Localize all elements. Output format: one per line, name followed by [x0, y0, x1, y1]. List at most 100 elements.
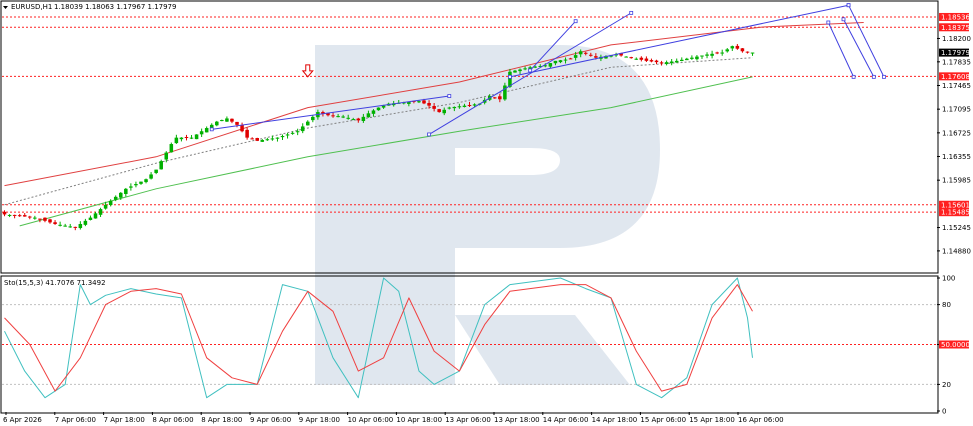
candle-bull [209, 124, 214, 129]
candle-bull [204, 128, 209, 133]
price-tick-label: 1.17465 [942, 82, 971, 90]
candle-bull [300, 126, 305, 132]
price-tick-label: 1.15985 [942, 177, 971, 185]
trend-anchor [573, 19, 578, 24]
candle-bear [245, 129, 249, 138]
candle-bear [73, 226, 78, 228]
candle-bear [17, 215, 22, 217]
price-tag-text: 1.18536 [941, 13, 970, 21]
candle-bear [2, 211, 7, 215]
candle-bull [179, 137, 184, 140]
time-label: 13 Apr 18:00 [494, 416, 540, 424]
candle-bull [58, 224, 62, 226]
osc-level-tag: 50.0000 [939, 340, 970, 349]
axis-layer: 1.18200 1.17835 1.17465 1.17095 1.16725 1.163… [3, 12, 971, 424]
candle-bear [735, 45, 740, 49]
collapse-arrow-icon[interactable] [3, 6, 8, 9]
candle-bear [639, 57, 644, 60]
symbol-label: EURUSD,H1 [11, 3, 52, 11]
candle-bull [88, 217, 93, 220]
time-label: 15 Apr 06:00 [640, 416, 686, 424]
candle-bull [503, 85, 507, 100]
candle-bull [528, 67, 532, 70]
oscillator-label: Sto(15,5,3) 41.7076 71.3492 [4, 279, 106, 287]
candle-bull [139, 181, 143, 184]
osc-tag-text: 50.0000 [941, 341, 970, 349]
watermark-logo [315, 45, 660, 385]
candle-bull [381, 105, 386, 108]
price-tag-bg [939, 200, 969, 209]
price-tag-bg [939, 23, 969, 32]
trend-line [529, 20, 577, 71]
forecast-anchor [871, 74, 876, 79]
candle-bull [98, 209, 103, 215]
candle-bear [12, 214, 17, 216]
forecast-line [848, 4, 885, 78]
price-tag-bg [939, 12, 969, 21]
forecast-anchor [841, 17, 846, 22]
candle-bull [93, 213, 98, 219]
candle-bull [407, 102, 411, 104]
candle-bull [199, 131, 204, 135]
candle-bull [578, 51, 583, 55]
price-tag-bg [939, 48, 969, 57]
candle-bear [493, 97, 497, 99]
candle-bear [28, 216, 32, 218]
candle-bull [225, 118, 229, 122]
candle-bear [255, 138, 259, 141]
candle-bear [498, 96, 502, 100]
candle-bear [568, 58, 573, 60]
candle-bull [33, 217, 37, 219]
price-tick-label: 1.18200 [942, 35, 971, 43]
candle-bear [326, 112, 330, 116]
candle-bear [629, 57, 633, 59]
candle-bull [295, 131, 300, 133]
candle-bull [280, 136, 285, 138]
candle-bull [144, 179, 148, 183]
forecast-line [827, 22, 855, 78]
ma-slow-line [4, 22, 864, 187]
level-tag: 1.17608 [939, 72, 970, 81]
candle-bull [523, 68, 527, 70]
watermark-leg [455, 315, 630, 385]
candle-bull [720, 52, 724, 54]
candle-bear [53, 222, 57, 225]
time-label: 8 Apr 18:00 [201, 416, 242, 424]
candle-bull [543, 65, 548, 67]
candle-bull [311, 116, 315, 121]
candle-bull [548, 63, 553, 67]
candle-bull [700, 55, 704, 57]
candle-bull [462, 105, 467, 108]
osc-tick-label: 0 [942, 408, 946, 416]
trend-anchor [209, 127, 214, 132]
candle-bear [321, 112, 325, 114]
candle-bear [594, 56, 598, 58]
candle-bull [265, 139, 270, 141]
candle-bull [68, 226, 72, 228]
price-tick-label: 1.14880 [942, 247, 971, 255]
price-tick-label: 1.16725 [942, 129, 971, 137]
candle-bull [336, 116, 340, 118]
candle-bull [124, 188, 128, 195]
candle-bear [659, 62, 664, 64]
candle-bull [604, 56, 608, 59]
candle-bull [220, 120, 224, 122]
candle-bull [452, 106, 457, 109]
candle-bull [533, 66, 537, 68]
ma-fast-line [19, 76, 753, 227]
candle-bull [674, 60, 679, 63]
time-label: 9 Apr 06:00 [250, 416, 291, 424]
price-tick-label: 1.17095 [942, 106, 971, 114]
level-tag: 1.15485 [939, 208, 970, 217]
time-label: 16 Apr 06:00 [738, 416, 784, 424]
candle-bull [351, 119, 356, 121]
candle-bull [366, 113, 371, 118]
candle-bull [614, 54, 618, 56]
candle-bull [457, 106, 462, 108]
candle-bull [695, 56, 699, 60]
price-tag-text: 1.17608 [941, 73, 970, 81]
forecast-anchor [846, 3, 851, 8]
candle-bull [78, 224, 83, 229]
candle-bull [341, 116, 345, 118]
